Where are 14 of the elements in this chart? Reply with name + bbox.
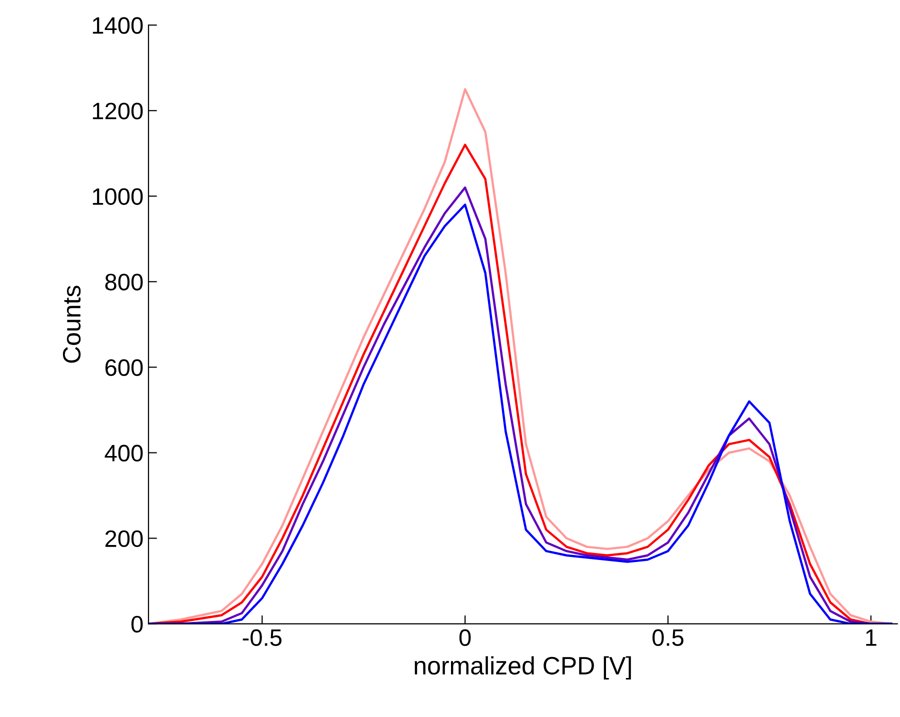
x-axis-title: normalized CPD [V] <box>414 656 631 680</box>
y-tick-label: 0 <box>131 616 143 633</box>
y-tick-label: 1200 <box>92 102 143 120</box>
y-tick-label: 400 <box>104 444 143 462</box>
y-tick-label: 1400 <box>92 17 143 34</box>
x-tick-label: -0.5 <box>242 629 282 646</box>
y-tick-label: 200 <box>105 530 143 548</box>
y-tick-label: 600 <box>105 359 143 376</box>
x-tick-label: 1 <box>866 630 876 646</box>
x-tick-label: 0 <box>459 629 471 646</box>
y-axis-title: Counts <box>62 286 81 363</box>
y-tick-label: 800 <box>105 274 143 290</box>
x-tick-label: 0.5 <box>652 629 684 646</box>
y-tick-label: 1000 <box>92 188 143 205</box>
